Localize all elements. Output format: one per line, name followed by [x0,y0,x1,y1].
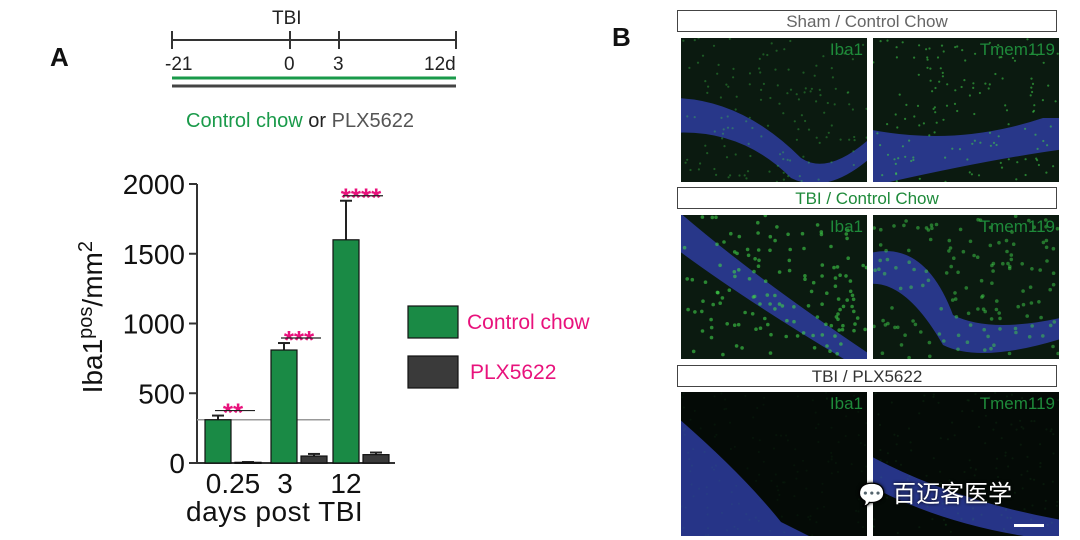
timeline-event-label: TBI [272,8,302,29]
bar-control-chow [204,419,232,464]
timeline-tick-label: 0 [284,54,295,75]
legend-label: Control chow [467,311,590,334]
y-tick-label: 0 [169,448,185,479]
condition-title: Sham / Control Chow [677,10,1057,32]
y-tick-label: 1000 [123,309,185,340]
bar-plx5622 [234,461,262,464]
timeline-legend: Control chow or PLX5622 [186,110,414,133]
legend-swatch [407,305,459,339]
stain-label: Tmem119 [979,217,1055,236]
timeline-tick-label: 12d [424,54,456,75]
stain-label: Tmem119 [979,40,1055,59]
significance-marker: *** [284,325,315,355]
y-tick-label: 2000 [123,169,185,200]
condition-title: TBI / Control Chow [677,187,1057,209]
timeline [171,31,457,88]
bar-control-chow [270,349,298,464]
y-tick-label: 1500 [123,239,185,270]
tmem119-micrograph: Tmem119 [873,392,1059,536]
tmem119-micrograph: Tmem119 [873,215,1059,359]
significance-marker: ** [223,398,244,428]
watermark-text: 百迈客医学 [892,481,1013,508]
iba1-micrograph: Iba1 [681,392,867,536]
wechat-icon: 💬 [858,482,886,507]
legend-plx: PLX5622 [331,110,414,132]
x-tick-label: 0.25 [206,468,261,499]
legend-or: or [308,110,327,132]
watermark: 💬 百迈客医学 [858,474,1012,509]
stain-label: Tmem119 [979,394,1055,413]
stain-label: Iba1 [829,40,863,59]
bar-control-chow [332,239,360,464]
x-axis-label: days post TBI [186,496,364,527]
significance-marker: **** [341,183,382,213]
legend-label: PLX5622 [470,361,556,384]
stain-label: Iba1 [829,217,863,236]
stain-label: Iba1 [829,394,863,413]
legend-control-chow: Control chow [186,110,303,132]
x-tick-label: 12 [330,468,361,499]
timeline-tick-label: -21 [165,54,193,75]
x-tick-label: 3 [277,468,293,499]
bar-chart: 0 500 1000 1500 2000 0.25 ** 3 *** 12 **** Control … [123,169,591,499]
scale-bar [1014,524,1044,527]
bar-plx5622 [362,454,390,464]
panel-a-label: A [50,42,69,72]
iba1-micrograph: Iba1 [681,38,867,182]
condition-title: TBI / PLX5622 [677,365,1057,387]
timeline-tick-label: 3 [333,54,344,75]
y-tick-label: 500 [138,378,185,409]
tmem119-micrograph: Tmem119 [873,38,1059,182]
bar-plx5622 [300,455,328,464]
iba1-micrograph: Iba1 [681,215,867,359]
legend-swatch [407,355,459,389]
panel-b-label: B [612,22,631,52]
